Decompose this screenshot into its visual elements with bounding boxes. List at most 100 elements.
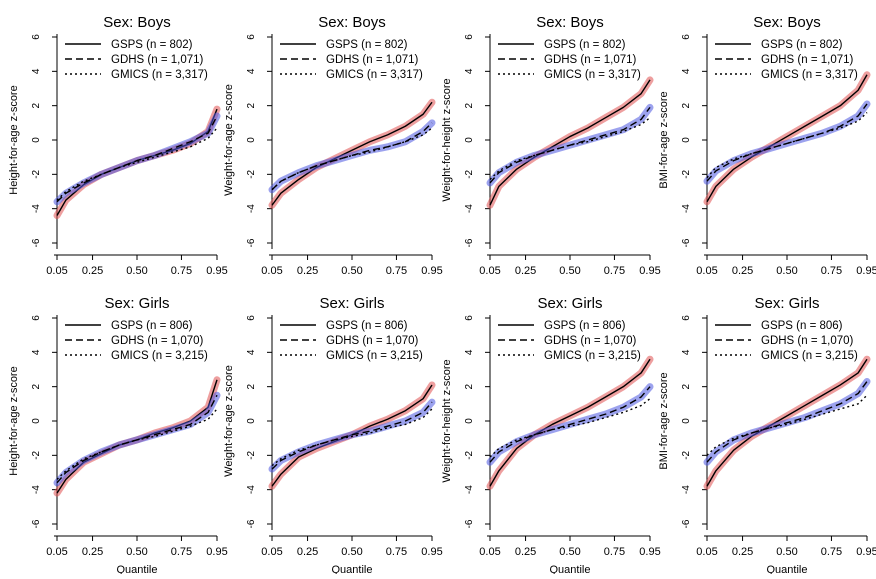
legend-label-2: GDHS (n = 1,071) [111, 54, 204, 66]
x-tick-label: 0.05 [696, 546, 717, 558]
x-tick-label: 0.95 [856, 265, 876, 277]
legend-label-1: GSPS (n = 806) [111, 320, 193, 332]
y-tick-label: -4 [31, 204, 42, 213]
x-tick-label: 0.05 [479, 265, 500, 277]
ci-band-2 [53, 391, 221, 487]
y-tick-label: -6 [464, 519, 475, 528]
panel-title: Sex: Girls [537, 295, 602, 312]
series-line-2 [56, 115, 218, 203]
legend-label-1: GSPS (n = 802) [544, 39, 626, 51]
legend-label-3: GMICS (n = 3,215) [111, 350, 208, 362]
y-tick-label: 4 [31, 349, 42, 355]
x-tick-label: 0.05 [261, 546, 282, 558]
y-tick-label: 6 [31, 34, 42, 40]
x-tick-label: 0.25 [515, 546, 536, 558]
panel-title: Sex: Girls [319, 295, 384, 312]
y-tick-label: 6 [246, 34, 257, 40]
legend: GSPS (n = 802) GDHS (n = 1,071) GMICS (n =… [715, 39, 858, 81]
x-tick-label: 0.05 [261, 265, 282, 277]
x-tick-label: 0.25 [82, 546, 103, 558]
x-tick-label: 0.05 [46, 265, 67, 277]
legend: GSPS (n = 802) GDHS (n = 1,071) GMICS (n =… [498, 39, 641, 81]
x-tick-label: 0.50 [126, 265, 147, 277]
y-tick-label: 6 [681, 315, 692, 321]
x-tick-label: 0.05 [46, 546, 67, 558]
x-tick-label: 0.25 [732, 265, 753, 277]
legend: GSPS (n = 802) GDHS (n = 1,071) GMICS (n =… [65, 39, 208, 81]
y-axis-label: Height-for-age z-score [8, 85, 20, 194]
legend: GSPS (n = 806) GDHS (n = 1,070) GMICS (n =… [280, 320, 423, 362]
legend-label-2: GDHS (n = 1,070) [326, 335, 419, 347]
y-tick-label: 2 [681, 102, 692, 108]
y-axis-label: Weight-for-age z-score [223, 84, 235, 196]
x-tick-label: 0.25 [82, 265, 103, 277]
y-tick-label: -2 [31, 450, 42, 459]
x-tick-label: 0.50 [559, 546, 580, 558]
legend-label-3: GMICS (n = 3,215) [761, 350, 858, 362]
y-tick-label: -6 [31, 519, 42, 528]
y-tick-label: -6 [681, 519, 692, 528]
legend-label-1: GSPS (n = 802) [761, 39, 843, 51]
y-tick-label: 0 [681, 137, 692, 143]
y-tick-label: 4 [464, 349, 475, 355]
legend: GSPS (n = 806) GDHS (n = 1,070) GMICS (n =… [498, 320, 641, 362]
x-tick-label: 0.50 [341, 546, 362, 558]
legend: GSPS (n = 806) GDHS (n = 1,070) GMICS (n =… [715, 320, 858, 362]
y-axis-label: Weight-for-height z-score [441, 359, 453, 482]
legend: GSPS (n = 802) GDHS (n = 1,071) GMICS (n =… [280, 39, 423, 81]
series-line-1 [706, 358, 868, 487]
y-tick-label: -2 [246, 169, 257, 178]
y-tick-label: -6 [31, 238, 42, 247]
y-tick-label: 2 [681, 383, 692, 389]
y-tick-label: -2 [246, 450, 257, 459]
y-tick-label: 4 [31, 68, 42, 74]
y-tick-label: 2 [464, 383, 475, 389]
legend-label-2: GDHS (n = 1,071) [326, 54, 419, 66]
x-tick-label: 0.25 [297, 546, 318, 558]
y-tick-label: 0 [246, 137, 257, 143]
series-line-1 [489, 358, 651, 487]
x-tick-label: 0.95 [421, 265, 442, 277]
series-line-2 [489, 386, 651, 463]
series-line-3 [489, 117, 651, 180]
series-line-3 [56, 408, 218, 480]
series-line-3 [271, 127, 433, 191]
x-tick-label: 0.75 [171, 546, 192, 558]
legend-label-3: GMICS (n = 3,215) [544, 350, 641, 362]
y-tick-label: 4 [246, 68, 257, 74]
panel-1: Sex: Boys Height-for-age z-score -6 -4 -2 0 2 4… [8, 14, 228, 277]
x-tick-label: 0.50 [776, 546, 797, 558]
panel-2: Sex: Boys Weight-for-age z-score -6 -4 -2 0 2 4… [223, 14, 443, 277]
series-line-3 [489, 398, 651, 458]
x-tick-label: 0.75 [171, 265, 192, 277]
y-tick-label: 4 [246, 349, 257, 355]
y-tick-label: 6 [246, 315, 257, 321]
panel-title: Sex: Boys [753, 14, 821, 31]
panel-8: Sex: Girls BMI-for-age z-score Quantile -6 -… [658, 295, 876, 576]
legend-label-1: GSPS (n = 802) [326, 39, 408, 51]
y-tick-label: -4 [464, 204, 475, 213]
y-tick-label: 2 [31, 102, 42, 108]
legend-label-2: GDHS (n = 1,070) [111, 335, 204, 347]
y-tick-label: -4 [246, 204, 257, 213]
x-tick-label: 0.75 [604, 265, 625, 277]
panel-title: Sex: Boys [103, 14, 171, 31]
y-tick-label: 0 [31, 137, 42, 143]
series-line-2 [706, 381, 868, 463]
legend-label-3: GMICS (n = 3,317) [761, 69, 858, 81]
x-tick-label: 0.50 [126, 546, 147, 558]
x-tick-label: 0.95 [206, 265, 227, 277]
legend-label-3: GMICS (n = 3,215) [326, 350, 423, 362]
panel-7: Sex: Girls Weight-for-height z-score Quant… [441, 295, 661, 576]
y-tick-label: 2 [464, 102, 475, 108]
ci-band-1 [703, 71, 871, 206]
series-line-2 [706, 103, 868, 182]
y-tick-label: 2 [246, 383, 257, 389]
x-tick-label: 0.50 [341, 265, 362, 277]
panel-title: Sex: Girls [104, 295, 169, 312]
x-axis-label: Quantile [117, 564, 158, 574]
x-tick-label: 0.50 [776, 265, 797, 277]
legend-label-2: GDHS (n = 1,071) [544, 54, 637, 66]
